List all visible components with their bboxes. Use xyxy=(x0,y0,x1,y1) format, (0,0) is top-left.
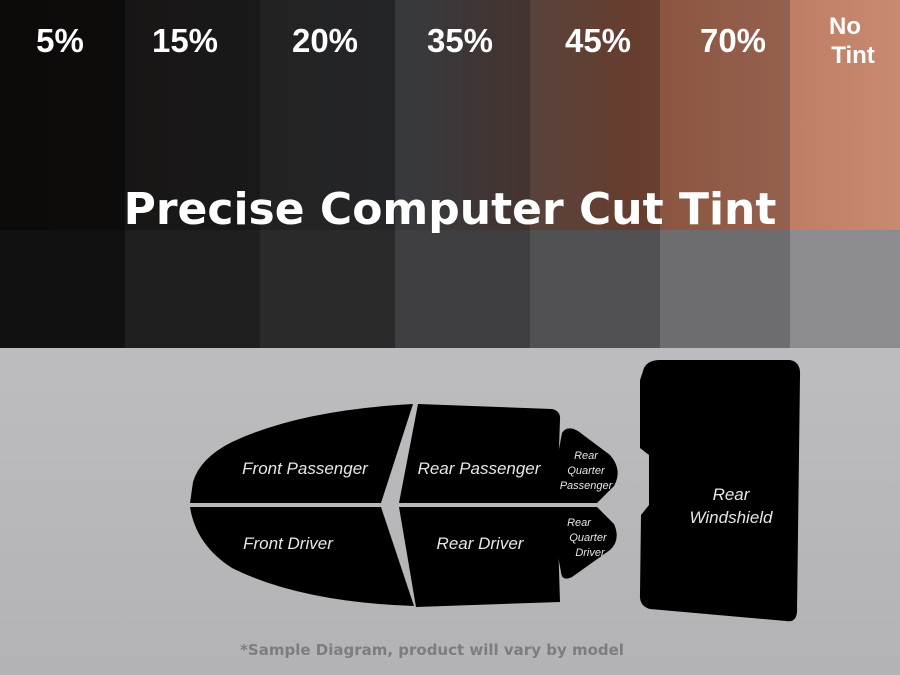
tint-label-20: 20% xyxy=(292,22,358,59)
tint-label-15: 15% xyxy=(152,22,218,59)
tint-label-70: 70% xyxy=(700,22,766,59)
label-rq-driver-3: Driver xyxy=(575,547,606,559)
window-pieces xyxy=(190,360,801,622)
headline: Precise Computer Cut Tint xyxy=(124,184,777,235)
piece-rear-driver xyxy=(399,507,560,607)
tint-band-45 xyxy=(530,0,660,348)
label-rear-driver: Rear Driver xyxy=(437,534,525,553)
label-rq-driver-1: Rear xyxy=(567,517,592,529)
tint-comparison-photo xyxy=(0,0,900,348)
tint-band-20 xyxy=(260,0,395,348)
tint-labels: 5% 15% 20% 35% 45% 70% No Tint xyxy=(36,13,875,69)
tint-band-5 xyxy=(0,0,125,348)
tint-label-tint: Tint xyxy=(831,42,875,69)
piece-rear-passenger xyxy=(399,404,561,503)
label-rear-windshield-2: Windshield xyxy=(690,508,774,527)
tint-band-35 xyxy=(395,0,530,348)
piece-front-driver xyxy=(190,507,414,606)
label-rq-passenger-1: Rear xyxy=(574,450,599,462)
piece-rear-quarter-driver xyxy=(549,507,617,579)
label-front-passenger: Front Passenger xyxy=(242,459,369,478)
tint-label-5: 5% xyxy=(36,22,84,59)
label-front-driver: Front Driver xyxy=(243,534,334,553)
piece-rear-quarter-passenger xyxy=(549,428,618,503)
piece-front-passenger xyxy=(190,404,413,503)
footnote: *Sample Diagram, product will vary by mo… xyxy=(240,641,624,659)
tint-band-70 xyxy=(660,0,790,348)
tint-label-35: 35% xyxy=(427,22,493,59)
label-rear-passenger: Rear Passenger xyxy=(418,459,542,478)
label-rq-passenger-3: Passenger xyxy=(560,480,614,492)
label-rear-windshield-1: Rear xyxy=(713,485,751,504)
tint-label-no: No xyxy=(829,13,861,40)
tint-label-45: 45% xyxy=(565,22,631,59)
tint-band-15 xyxy=(125,0,260,348)
piece-rear-windshield xyxy=(639,360,801,622)
label-rq-driver-2: Quarter xyxy=(569,532,608,544)
label-rq-passenger-2: Quarter xyxy=(567,465,606,477)
piece-labels: Front Passenger Front Driver Rear Passen… xyxy=(242,450,773,559)
